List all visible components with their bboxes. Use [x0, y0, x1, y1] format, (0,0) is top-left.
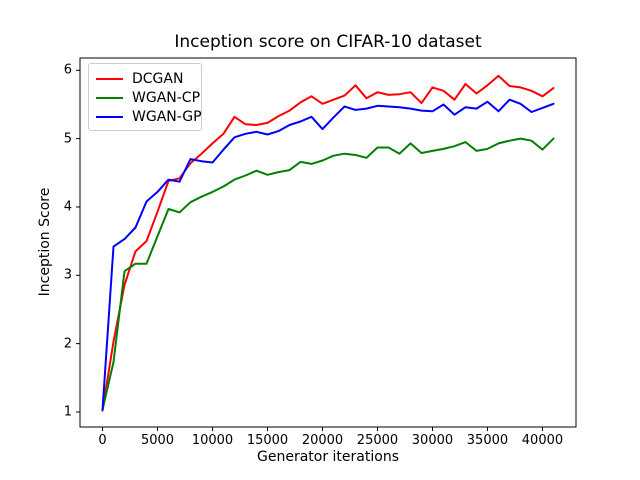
x-tick-label: 25000 — [356, 433, 399, 448]
x-tick-label: 0 — [98, 433, 107, 448]
y-tick-label: 2 — [63, 336, 72, 352]
y-axis-label: Inception Score — [37, 187, 53, 297]
x-tick-label: 35000 — [466, 433, 509, 448]
x-tick-label: 30000 — [411, 433, 454, 448]
legend-label: WGAN-GP — [132, 108, 202, 125]
y-tick-label: 3 — [63, 267, 72, 283]
chart-title: Inception score on CIFAR-10 dataset — [174, 32, 482, 52]
legend-item-dcgan: DCGAN — [96, 69, 194, 88]
series-line-dcgan — [101, 74, 555, 412]
y-tick-label: 1 — [63, 404, 72, 420]
legend-label: DCGAN — [132, 70, 184, 87]
series-line-wgan-cp — [101, 137, 555, 411]
axes-layer — [76, 57, 577, 431]
y-tick-label: 6 — [63, 62, 72, 78]
legend-line-sample-red — [96, 77, 123, 80]
series-layer — [101, 74, 555, 412]
x-axis-label: Generator iterations — [257, 449, 399, 465]
legend-item-wgan-gp: WGAN-GP — [96, 107, 202, 126]
x-tick-label: 40000 — [521, 433, 564, 448]
legend-line-sample-green — [96, 96, 123, 99]
legend-label: WGAN-CP — [132, 89, 201, 106]
legend-line-sample-blue — [96, 115, 123, 118]
series-line-wgan-gp — [101, 98, 555, 411]
y-tick-label: 5 — [63, 131, 72, 147]
y-tick-label: 4 — [63, 199, 72, 215]
legend-item-wgan-cp: WGAN-CP — [96, 88, 200, 107]
legend: DCGAN WGAN-CP WGAN-GP — [88, 63, 202, 131]
plot-area-border — [79, 57, 577, 428]
x-tick-label: 15000 — [246, 433, 289, 448]
x-tick-label: 10000 — [191, 433, 234, 448]
x-tick-label: 5000 — [140, 433, 175, 448]
x-tick-label: 20000 — [301, 433, 344, 448]
